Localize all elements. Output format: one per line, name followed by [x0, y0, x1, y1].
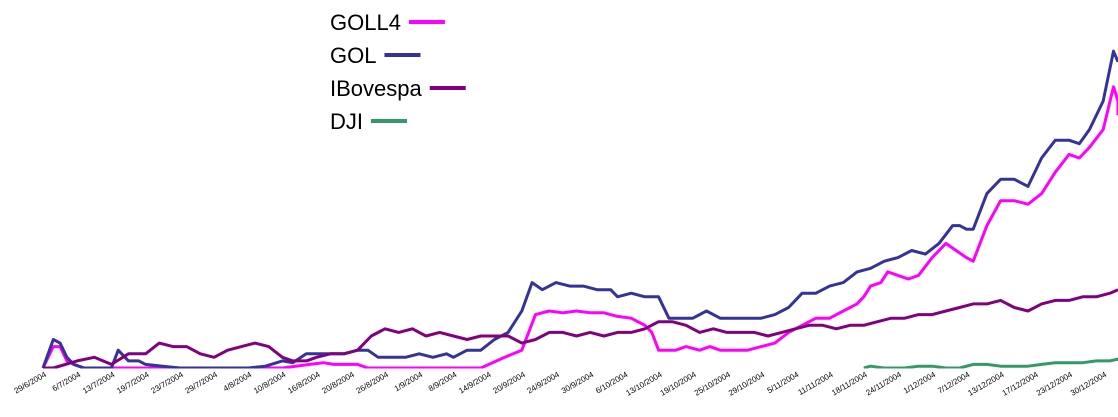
series-line-ibovespa	[43, 288, 1118, 370]
x-tick-label: 16/8/2004	[286, 370, 322, 396]
x-tick-label: 29/7/2004	[184, 370, 220, 396]
x-axis: 29/6/2004 6/7/200413/7/200419/7/200423/7/…	[0, 368, 1118, 398]
x-tick-label: 10/8/2004	[252, 370, 288, 396]
x-tick-label: 5/11/2004	[766, 370, 801, 396]
x-tick-label: 24/9/2004	[526, 370, 562, 396]
x-tick-label: 20/8/2004	[320, 370, 356, 396]
series-line-gol	[41, 49, 1118, 370]
x-tick-label: 30/9/2004	[560, 370, 596, 396]
x-tick-label: 6/7/2004	[51, 370, 83, 394]
x-tick-label: 13/12/2004	[966, 370, 1006, 398]
series-line-goll4	[41, 85, 1118, 370]
legend-label-gol: GOL	[330, 43, 376, 68]
legend-label-dji: DJI	[330, 109, 363, 134]
x-tick-label: 17/12/2004	[1001, 370, 1041, 398]
x-tick-label: 30/12/2004	[1069, 370, 1109, 398]
x-tick-label: 19/10/2004	[659, 370, 699, 398]
series-layer	[41, 49, 1118, 370]
x-tick-label: 24/11/2004	[864, 370, 903, 398]
legend-label-ibovespa: IBovespa	[330, 76, 422, 101]
x-tick-label: 20/9/2004	[491, 370, 527, 396]
x-tick-label: 23/12/2004	[1035, 370, 1075, 398]
legend: GOLL4 GOL IBovespa DJI	[330, 10, 466, 134]
x-tick-label: 29/6/2004	[13, 370, 49, 396]
x-tick-label: 23/7/2004	[149, 370, 185, 396]
x-tick-label: 13/10/2004	[624, 370, 664, 398]
x-tick-label: 1/12/2004	[902, 370, 938, 396]
x-tick-label: 4/8/2004	[222, 370, 254, 394]
x-tick-label: 13/7/2004	[81, 370, 117, 396]
x-tick-label: 18/11/2004	[830, 370, 869, 398]
x-tick-label: 29/10/2004	[727, 370, 767, 398]
x-tick-label: 8/9/2004	[427, 370, 459, 394]
series-line-dji	[863, 357, 1118, 370]
x-tick-label: 11/11/2004	[796, 370, 835, 397]
x-tick-label: 26/8/2004	[355, 370, 391, 396]
x-tick-label: 25/10/2004	[693, 370, 733, 398]
x-tick-label: 14/9/2004	[457, 370, 493, 396]
legend-label-goll4: GOLL4	[330, 10, 401, 35]
x-tick-label: 19/7/2004	[115, 370, 151, 396]
x-tick-label: 1/9/2004	[393, 370, 425, 394]
